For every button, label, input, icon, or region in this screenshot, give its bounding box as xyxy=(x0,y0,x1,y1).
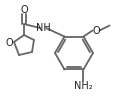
Text: O: O xyxy=(20,5,28,15)
Text: NH₂: NH₂ xyxy=(74,81,92,91)
Text: O: O xyxy=(92,26,99,36)
Text: NH: NH xyxy=(35,23,50,33)
Text: O: O xyxy=(5,38,13,48)
